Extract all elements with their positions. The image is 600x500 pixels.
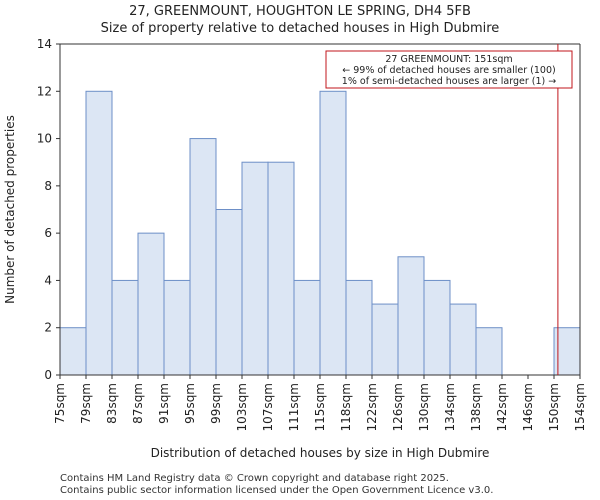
bar-138sqm — [475, 327, 503, 376]
x-tick-label-79sqm: 79sqm — [79, 383, 93, 424]
bar-122sqm — [371, 303, 399, 376]
annotation-box — [325, 50, 573, 89]
annotation-line3: 1% of semi-detached houses are larger (1… — [342, 76, 556, 87]
bar-99sqm — [215, 209, 243, 376]
annotation-line1: 27 GREENMOUNT: 151sqm — [385, 54, 512, 65]
x-tick-label-150sqm: 150sqm — [547, 383, 561, 431]
x-tick-label-122sqm: 122sqm — [365, 383, 379, 431]
x-tick-label-107sqm: 107sqm — [261, 383, 275, 431]
bar-87sqm — [137, 232, 165, 376]
y-tick-label-12: 12 — [37, 84, 52, 98]
bar-83sqm — [111, 279, 139, 376]
y-tick-label-6: 6 — [44, 226, 52, 240]
footer-line1: Contains HM Land Registry data © Crown c… — [60, 473, 449, 484]
y-tick-label-4: 4 — [44, 273, 52, 287]
chart-title-line2: Size of property relative to detached ho… — [100, 21, 500, 36]
y-tick-label-10: 10 — [37, 132, 52, 146]
bar-130sqm — [423, 279, 451, 376]
bar-95sqm — [189, 138, 217, 376]
y-tick-label-0: 0 — [44, 368, 52, 382]
y-tick-label-8: 8 — [44, 179, 52, 193]
y-tick-label-2: 2 — [44, 321, 52, 335]
x-tick-label-118sqm: 118sqm — [339, 383, 353, 431]
x-tick-label-134sqm: 134sqm — [443, 383, 457, 431]
y-axis-label: Number of detached properties — [3, 115, 17, 304]
x-tick-label-75sqm: 75sqm — [53, 383, 67, 424]
x-tick-label-146sqm: 146sqm — [521, 383, 535, 431]
bar-107sqm — [267, 161, 295, 376]
bar-126sqm — [397, 256, 425, 376]
bar-79sqm — [85, 90, 113, 376]
bar-91sqm — [163, 279, 191, 376]
footer-line2: Contains public sector information licen… — [60, 485, 494, 496]
x-tick-label-95sqm: 95sqm — [183, 383, 197, 424]
bar-115sqm — [319, 90, 347, 376]
x-axis-label: Distribution of detached houses by size … — [151, 446, 490, 460]
bar-118sqm — [345, 279, 373, 376]
x-tick-label-130sqm: 130sqm — [417, 383, 431, 431]
x-tick-label-91sqm: 91sqm — [157, 383, 171, 424]
chart-title-line1: 27, GREENMOUNT, HOUGHTON LE SPRING, DH4 … — [129, 4, 471, 19]
x-tick-label-99sqm: 99sqm — [209, 383, 223, 424]
y-tick-label-14: 14 — [37, 37, 52, 51]
x-tick-label-154sqm: 154sqm — [573, 383, 587, 431]
x-tick-label-103sqm: 103sqm — [235, 383, 249, 431]
x-tick-label-87sqm: 87sqm — [131, 383, 145, 424]
x-tick-label-126sqm: 126sqm — [391, 383, 405, 431]
bar-111sqm — [293, 279, 321, 376]
x-tick-label-142sqm: 142sqm — [495, 383, 509, 431]
bar-103sqm — [241, 161, 269, 376]
annotation-line2: ← 99% of detached houses are smaller (10… — [342, 65, 555, 76]
x-tick-label-111sqm: 111sqm — [287, 383, 301, 431]
bar-134sqm — [449, 303, 477, 376]
x-tick-label-138sqm: 138sqm — [469, 383, 483, 431]
bar-75sqm — [59, 327, 87, 376]
x-tick-label-115sqm: 115sqm — [313, 383, 327, 431]
x-tick-label-83sqm: 83sqm — [105, 383, 119, 424]
